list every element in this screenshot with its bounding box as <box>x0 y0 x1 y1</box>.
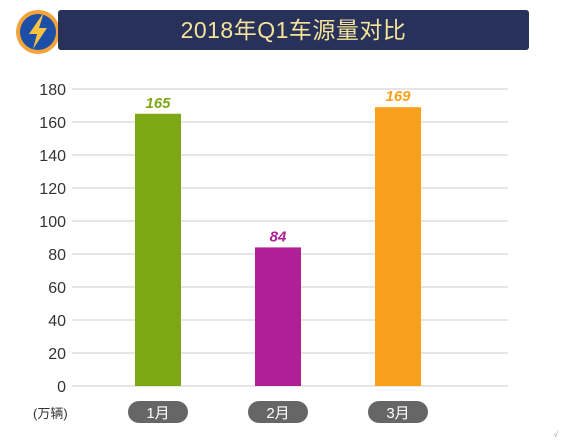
category-pill <box>128 401 188 423</box>
x-tick-label: 1月 <box>146 405 169 422</box>
category-pill <box>248 401 308 423</box>
category-pill <box>368 401 428 423</box>
data-label: 84 <box>270 228 287 245</box>
bar <box>375 107 421 387</box>
y-tick-label: 0 <box>57 379 66 396</box>
x-tick-label: 3月 <box>386 405 409 422</box>
y-tick-label: 40 <box>48 313 66 330</box>
chart-title: 2018年Q1车源量对比 <box>180 17 407 43</box>
unit-label: (万辆) <box>33 406 68 421</box>
y-tick-label: 180 <box>39 82 66 99</box>
y-tick-label: 120 <box>39 181 66 198</box>
y-tick-label: 60 <box>48 280 66 297</box>
data-label: 169 <box>385 88 411 105</box>
y-tick-label: 100 <box>39 214 66 231</box>
y-tick-label: 160 <box>39 115 66 132</box>
y-tick-label: 140 <box>39 148 66 165</box>
bar <box>135 113 181 386</box>
data-label: 165 <box>145 95 171 112</box>
lightning-bolt-icon <box>16 10 60 54</box>
y-tick-label: 80 <box>48 247 66 264</box>
title-bar: 2018年Q1车源量对比 <box>58 10 529 50</box>
x-tick-label: 2月 <box>266 405 289 422</box>
y-tick-label: 20 <box>48 346 66 363</box>
corner-mark: √ <box>553 430 558 439</box>
bar <box>255 247 301 386</box>
